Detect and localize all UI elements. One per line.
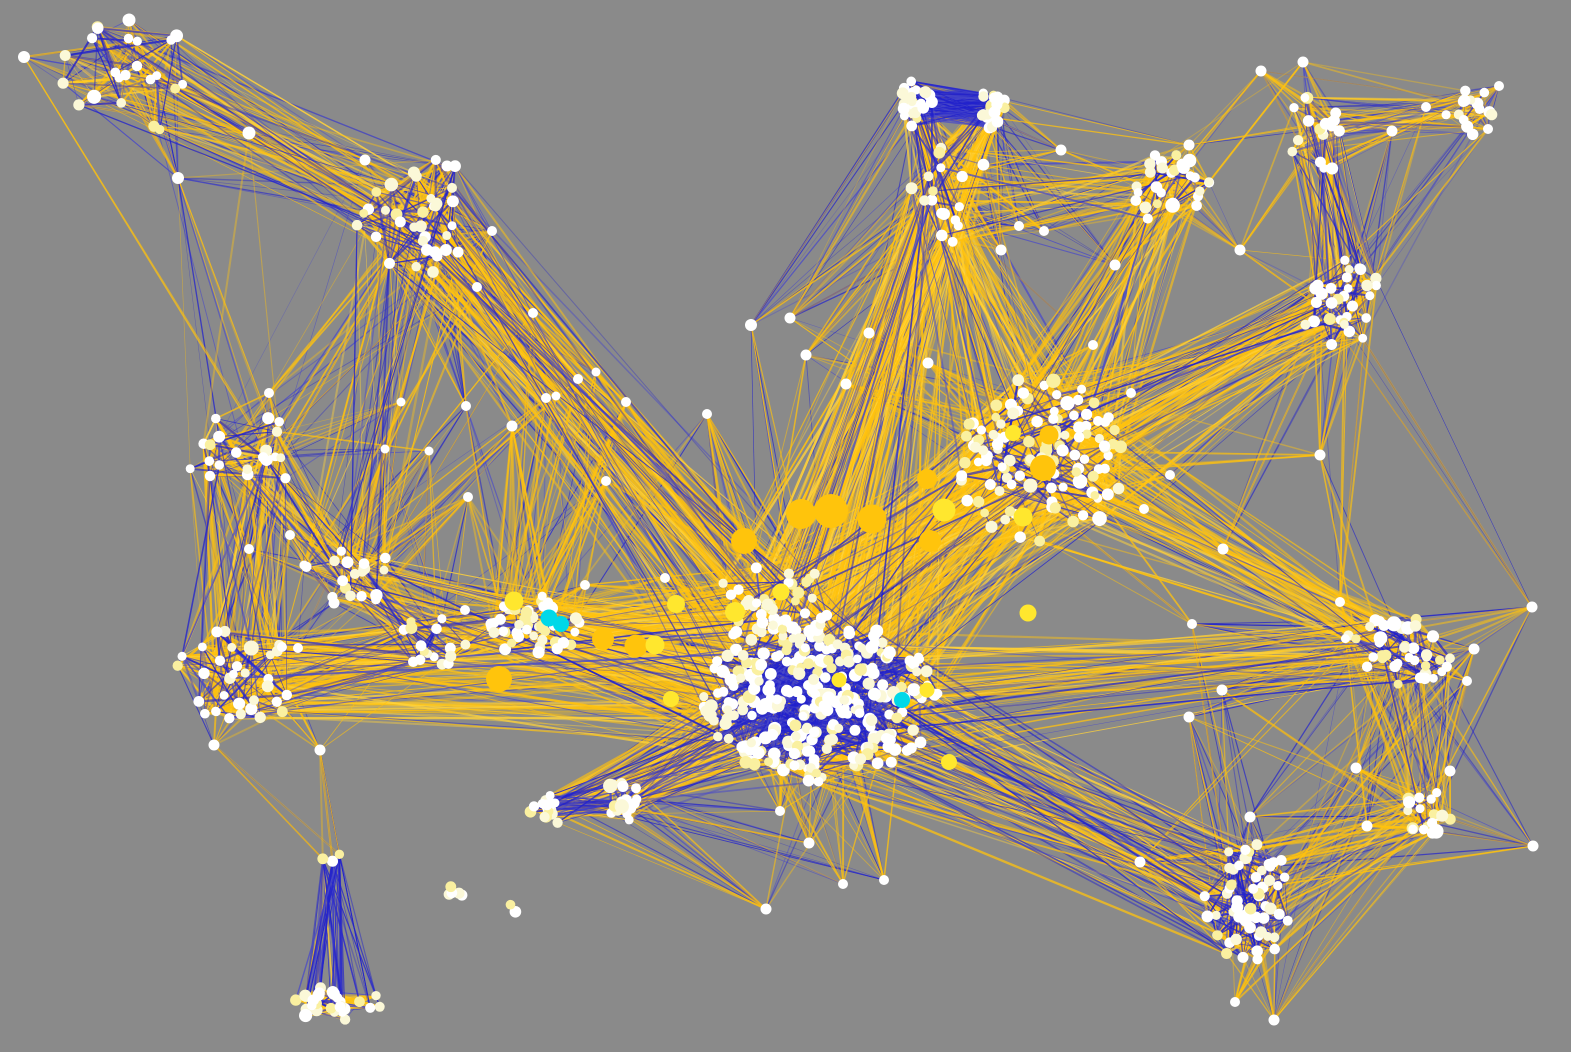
canvas-background <box>0 0 1571 1052</box>
graph-canvas[interactable]: Force-directed layout of a large network… <box>0 0 1571 1052</box>
network-graph[interactable] <box>0 0 1571 1052</box>
